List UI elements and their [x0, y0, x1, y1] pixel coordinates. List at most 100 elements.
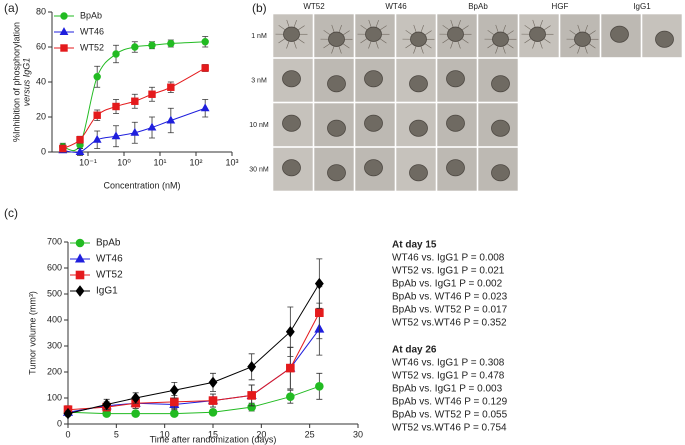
spheroid — [283, 26, 300, 42]
spheroid — [491, 75, 510, 93]
spheroid — [529, 26, 546, 42]
stats-line: WT52 vs. IgG1 P = 0.478 — [392, 371, 505, 382]
photo — [395, 102, 437, 147]
stats-line: WT52 vs.WT46 P = 0.754 — [392, 423, 507, 434]
y-axis-label: %Inhibition of phosphorylation — [11, 22, 21, 142]
series-line — [67, 385, 320, 415]
stats-line: WT46 vs. IgG1 P = 0.008 — [392, 253, 505, 264]
photo — [436, 13, 478, 58]
column-header: WT46 — [385, 2, 407, 11]
y-tick-label: 40 — [36, 76, 46, 86]
x-tick-label: 10 — [160, 429, 170, 439]
photo — [477, 13, 519, 58]
spheroid — [364, 159, 383, 177]
y-tick-label: 300 — [47, 340, 62, 350]
x-tick-label: 10⁰ — [117, 157, 131, 167]
spheroid — [491, 164, 510, 182]
x-tick-label: 20 — [256, 429, 266, 439]
stats-heading: At day 26 — [392, 345, 437, 356]
y-tick-label: 0 — [57, 418, 62, 428]
x-tick-label: 10³ — [225, 157, 238, 167]
spheroid — [327, 75, 346, 93]
spheroid — [365, 26, 382, 42]
photo — [272, 58, 314, 103]
spheroid — [655, 30, 674, 48]
column-header: IgG1 — [633, 2, 651, 11]
photo — [477, 102, 519, 147]
marker — [247, 361, 257, 373]
x-tick-label: 25 — [305, 429, 315, 439]
stats-line: WT46 vs. IgG1 P = 0.308 — [392, 358, 505, 369]
marker — [75, 270, 85, 280]
marker — [130, 127, 140, 136]
series-line — [67, 312, 320, 411]
photo — [354, 13, 396, 58]
legend-label: BpAb — [80, 10, 102, 20]
photo — [354, 147, 396, 192]
x-axis-label: Concentration (nM) — [103, 180, 180, 190]
row-label: 10 nM — [249, 122, 269, 129]
marker — [201, 38, 209, 46]
legend-label: WT46 — [96, 254, 123, 265]
stats-heading: At day 15 — [392, 240, 437, 251]
marker — [74, 253, 86, 263]
marker — [112, 102, 120, 111]
legend-label: IgG1 — [96, 286, 118, 297]
marker — [92, 134, 102, 143]
marker — [201, 64, 209, 72]
marker — [247, 391, 256, 400]
marker — [131, 43, 139, 51]
stats-line: BpAb vs. WT52 P = 0.055 — [392, 410, 508, 421]
stats-line: BpAb vs. WT46 P = 0.129 — [392, 397, 508, 408]
marker — [200, 103, 210, 112]
spheroid — [447, 26, 464, 42]
marker — [208, 396, 218, 405]
photo — [436, 147, 478, 192]
photo — [518, 13, 560, 58]
y-axis-label: versus IgG1 — [21, 58, 31, 107]
legend-label: WT52 — [80, 42, 104, 52]
photo — [600, 13, 642, 58]
photo — [641, 13, 683, 58]
marker — [131, 392, 141, 404]
stats-line: BpAb vs. IgG1 P = 0.002 — [392, 279, 503, 290]
panel-label: (b) — [252, 1, 267, 15]
marker — [76, 136, 84, 144]
marker — [102, 398, 112, 411]
marker — [75, 285, 85, 297]
photo — [272, 147, 314, 192]
marker — [167, 83, 175, 91]
marker — [75, 238, 85, 248]
marker — [315, 382, 324, 391]
marker — [148, 41, 156, 49]
spheroid — [364, 70, 383, 88]
marker — [208, 408, 218, 417]
photo — [313, 102, 355, 147]
x-tick-label: 10⁻¹ — [79, 157, 97, 167]
photo — [354, 102, 396, 147]
row-label: 1 nM — [251, 33, 267, 40]
photo — [559, 13, 601, 58]
marker — [285, 325, 295, 338]
y-tick-label: 500 — [47, 288, 62, 298]
spheroid — [282, 70, 301, 88]
photo — [272, 102, 314, 147]
photo — [436, 58, 478, 103]
stats-line: BpAb vs. WT52 P = 0.017 — [392, 305, 508, 316]
marker — [147, 122, 157, 131]
spheroid — [327, 164, 346, 182]
x-tick-label: 5 — [114, 429, 119, 439]
y-tick-label: 80 — [36, 6, 46, 16]
row-label: 3 nM — [251, 78, 267, 85]
photo — [395, 13, 437, 58]
stats-line: BpAb vs. IgG1 P = 0.003 — [392, 384, 503, 395]
spheroid — [282, 159, 301, 177]
column-header: HGF — [552, 2, 569, 11]
marker — [286, 392, 295, 402]
spheroid — [446, 114, 465, 132]
panel-label: (a) — [4, 1, 19, 15]
marker — [59, 144, 67, 153]
x-tick-label: 10¹ — [153, 157, 166, 167]
spheroid — [446, 159, 465, 177]
